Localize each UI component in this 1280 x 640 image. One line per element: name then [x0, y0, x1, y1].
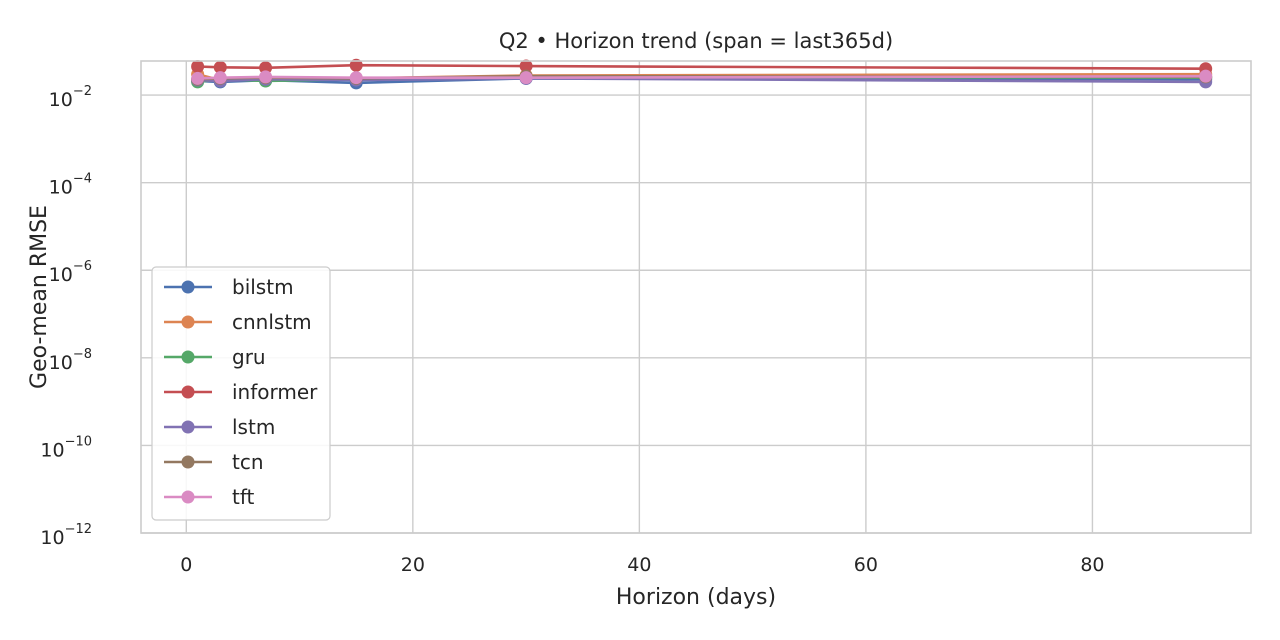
y-tick-exponent: −4: [73, 172, 92, 187]
series-informer: [191, 58, 1213, 76]
legend-item-gru: gru: [164, 345, 266, 369]
x-tick-label: 40: [627, 554, 651, 576]
x-tick-labels: 0 20 40 60 80: [180, 554, 1104, 576]
data-point-tft: [259, 70, 273, 84]
data-point-informer: [259, 61, 273, 75]
legend-item-bilstm: bilstm: [164, 275, 294, 299]
y-tick-exponent: −6: [73, 259, 92, 274]
x-tick-label: 80: [1080, 554, 1104, 576]
y-tick-base: 10: [49, 264, 73, 286]
data-point-informer: [191, 59, 205, 73]
y-tick-base: 10: [49, 177, 73, 199]
y-tick-label: 10−8: [49, 347, 92, 374]
legend-label: gru: [232, 345, 266, 369]
y-tick-label: 10−4: [49, 172, 92, 199]
x-tick-label: 60: [854, 554, 878, 576]
y-tick-exponent: −10: [65, 434, 92, 449]
legend-label: cnnlstm: [232, 310, 312, 334]
legend-marker: [181, 420, 195, 434]
x-axis-label: Horizon (days): [616, 585, 776, 610]
data-point-tft: [1199, 69, 1213, 83]
y-tick-label: 10−10: [40, 434, 92, 461]
legend-marker: [181, 455, 195, 469]
series-layer: [191, 58, 1213, 90]
y-tick-base: 10: [49, 89, 73, 111]
data-point-informer: [519, 59, 533, 73]
legend-label: tft: [232, 485, 255, 509]
legend-label: bilstm: [232, 275, 294, 299]
data-point-informer: [349, 58, 363, 72]
chart-title: Q2 • Horizon trend (span = last365d): [499, 29, 893, 53]
data-point-tft: [191, 71, 205, 85]
legend-item-cnnlstm: cnnlstm: [164, 310, 312, 334]
x-tick-label: 20: [401, 554, 425, 576]
legend-item-informer: informer: [164, 380, 318, 404]
y-tick-exponent: −2: [73, 84, 92, 99]
y-tick-exponent: −8: [73, 347, 92, 362]
legend-item-lstm: lstm: [164, 415, 275, 439]
legend-label: lstm: [232, 415, 275, 439]
y-tick-base: 10: [49, 352, 73, 374]
legend-label: informer: [232, 380, 318, 404]
data-point-tft: [349, 71, 363, 85]
y-tick-label: 10−6: [49, 259, 92, 286]
y-tick-label: 10−2: [49, 84, 92, 111]
y-tick-base: 10: [40, 439, 64, 461]
legend-marker: [181, 350, 195, 364]
legend: bilstm cnnlstm gru informer lstm tcn tft: [151, 266, 331, 521]
y-tick-exponent: −12: [65, 522, 92, 537]
legend-item-tft: tft: [164, 485, 255, 509]
data-point-informer: [213, 60, 227, 74]
series-line-informer: [197, 63, 1206, 70]
y-tick-label: 10−12: [40, 522, 92, 549]
data-point-tft: [213, 71, 227, 85]
series-tft: [191, 69, 1213, 85]
data-point-tft: [519, 71, 533, 85]
y-axis-label: Geo-mean RMSE: [27, 205, 52, 389]
x-tick-label: 0: [180, 554, 192, 576]
legend-box: [151, 266, 331, 521]
legend-marker: [181, 280, 195, 294]
legend-marker: [181, 315, 195, 329]
plot-frame: [140, 60, 1252, 534]
y-tick-base: 10: [40, 527, 64, 549]
legend-marker: [181, 385, 195, 399]
legend-label: tcn: [232, 450, 264, 474]
legend-item-tcn: tcn: [164, 450, 264, 474]
legend-marker: [181, 490, 195, 504]
